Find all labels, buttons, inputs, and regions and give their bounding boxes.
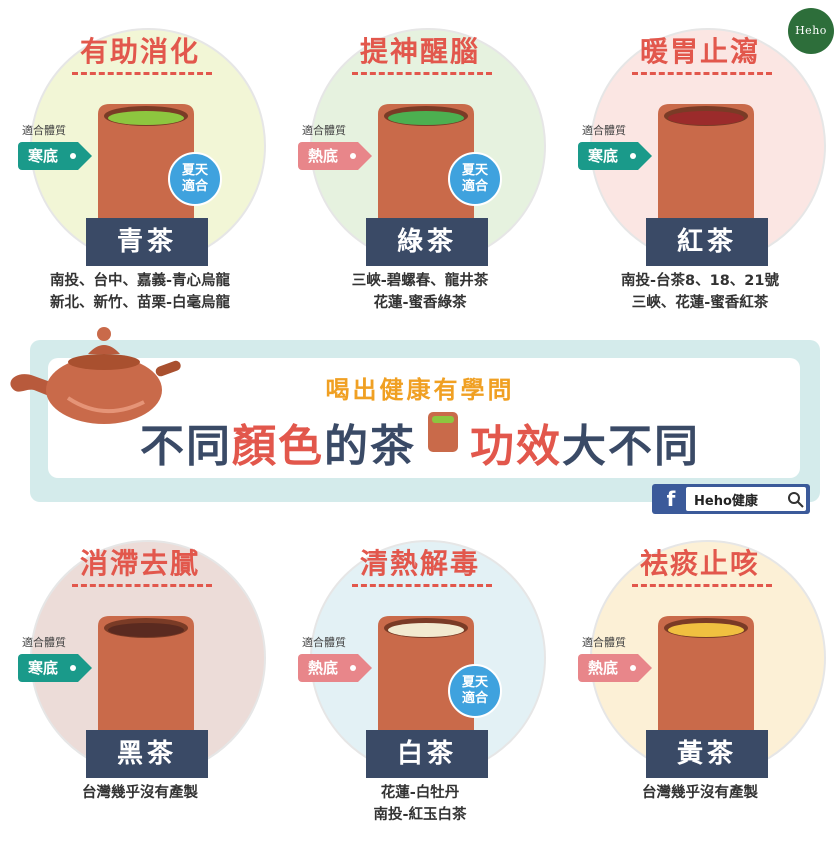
constitution-tag: 適合體質寒底 <box>18 634 93 682</box>
headline-part: 功效 <box>470 421 562 472</box>
summer-badge: 夏天 適合 <box>448 664 502 718</box>
effect-underline <box>352 584 492 587</box>
tea-effect-title: 暖胃止瀉 <box>639 35 760 68</box>
constitution-caption: 適合體質 <box>582 124 626 137</box>
effect-underline <box>632 584 772 587</box>
constitution-caption: 適合體質 <box>22 124 66 137</box>
tea-regions: 台灣幾乎沒有產製 <box>0 782 280 804</box>
summer-badge: 夏天 適合 <box>448 152 502 206</box>
tea-name: 紅茶 <box>646 218 768 266</box>
region-line: 花蓮-蜜香綠茶 <box>373 295 467 311</box>
region-line: 新北、新竹、苗栗-白毫烏龍 <box>49 295 231 311</box>
effect-underline <box>352 72 492 75</box>
search-icon <box>788 492 804 508</box>
region-line: 三峽-碧螺春、龍井茶 <box>351 273 489 289</box>
headline-title: 不同顏色的茶 功效大不同 <box>40 410 800 474</box>
constitution-tag: 適合體質熱底 <box>298 122 373 170</box>
constitution-tag: 適合體質寒底 <box>18 122 93 170</box>
tea-regions: 花蓮-白牡丹 南投-紅玉白茶 <box>280 782 560 826</box>
constitution-value: 熱底 <box>298 654 373 682</box>
constitution-tag: 適合體質熱底 <box>298 634 373 682</box>
facebook-icon: f <box>666 487 676 511</box>
constitution-tag: 適合體質熱底 <box>578 634 653 682</box>
tea-regions: 南投-台茶8、18、21號 三峽、花蓮-蜜香紅茶 <box>560 270 840 314</box>
headline-subtitle: 喝出健康有學問 <box>325 376 515 404</box>
constitution-value: 寒底 <box>18 654 93 682</box>
search-field <box>686 487 806 511</box>
tea-card: 有助消化 適合體質 寒底 夏天 適合 青茶 南投、台中、嘉義-青心烏龍 新北、新竹、苗栗-白毫… <box>0 0 280 330</box>
effect-underline <box>72 72 212 75</box>
effect-underline <box>632 72 772 75</box>
tea-name: 白茶 <box>366 730 488 778</box>
heho-logo: Heho <box>788 8 834 54</box>
tea-name: 綠茶 <box>366 218 488 266</box>
constitution-value: 熱底 <box>298 142 373 170</box>
tea-effect-title: 祛痰止咳 <box>639 547 760 580</box>
tea-name: 黃茶 <box>646 730 768 778</box>
headline-part: 不同 <box>140 421 232 472</box>
tea-cup-icon <box>428 412 458 452</box>
search-text: Heho健康 <box>694 494 758 509</box>
effect-underline <box>72 584 212 587</box>
constitution-value: 寒底 <box>578 142 653 170</box>
region-line: 南投-紅玉白茶 <box>373 807 467 823</box>
tea-card: 消滯去膩適合體質寒底黑茶台灣幾乎沒有產製 <box>0 512 280 842</box>
banner-panel <box>48 358 800 478</box>
tea-effect-title: 清熱解毒 <box>359 547 480 580</box>
region-line: 台灣幾乎沒有產製 <box>82 785 198 801</box>
region-line: 三峽、花蓮-蜜香紅茶 <box>631 295 769 311</box>
region-line: 台灣幾乎沒有產製 <box>642 785 758 801</box>
region-line: 花蓮-白牡丹 <box>380 785 460 801</box>
tea-regions: 台灣幾乎沒有產製 <box>560 782 840 804</box>
tea-effect-title: 有助消化 <box>79 35 200 68</box>
tea-name: 青茶 <box>86 218 208 266</box>
constitution-caption: 適合體質 <box>302 636 346 649</box>
tea-card: 暖胃止瀉 適合體質 寒底 紅茶 南投-台茶8、18、21號 三峽、花蓮-蜜香紅茶 <box>560 0 840 330</box>
tea-effect-title: 提神醒腦 <box>359 35 480 68</box>
constitution-value: 寒底 <box>18 142 93 170</box>
constitution-tag: 適合體質寒底 <box>578 122 653 170</box>
headline-part: 的茶 <box>324 421 416 472</box>
summer-badge: 夏天 適合 <box>168 152 222 206</box>
constitution-caption: 適合體質 <box>582 636 626 649</box>
constitution-caption: 適合體質 <box>302 124 346 137</box>
tea-card: 提神醒腦 適合體質 熱底 夏天 適合 綠茶 三峽-碧螺春、龍井茶 花蓮-蜜香綠茶 <box>280 0 560 330</box>
tea-regions: 南投、台中、嘉義-青心烏龍 新北、新竹、苗栗-白毫烏龍 <box>0 270 280 314</box>
tea-card: 清熱解毒 適合體質 熱底 夏天 適合 白茶 花蓮-白牡丹 南投-紅玉白茶 <box>280 512 560 842</box>
region-line: 南投-台茶8、18、21號 <box>621 273 779 289</box>
headline-part: 大不同 <box>562 421 700 472</box>
constitution-caption: 適合體質 <box>22 636 66 649</box>
tea-regions: 三峽-碧螺春、龍井茶 花蓮-蜜香綠茶 <box>280 270 560 314</box>
tea-effect-title: 消滯去膩 <box>79 547 200 580</box>
constitution-value: 熱底 <box>578 654 653 682</box>
teapot-icon <box>10 327 181 424</box>
tea-card: 祛痰止咳適合體質熱底黃茶台灣幾乎沒有產製 <box>560 512 840 842</box>
tea-name: 黑茶 <box>86 730 208 778</box>
region-line: 南投、台中、嘉義-青心烏龍 <box>49 273 231 289</box>
headline-part: 顏色 <box>232 421 324 472</box>
